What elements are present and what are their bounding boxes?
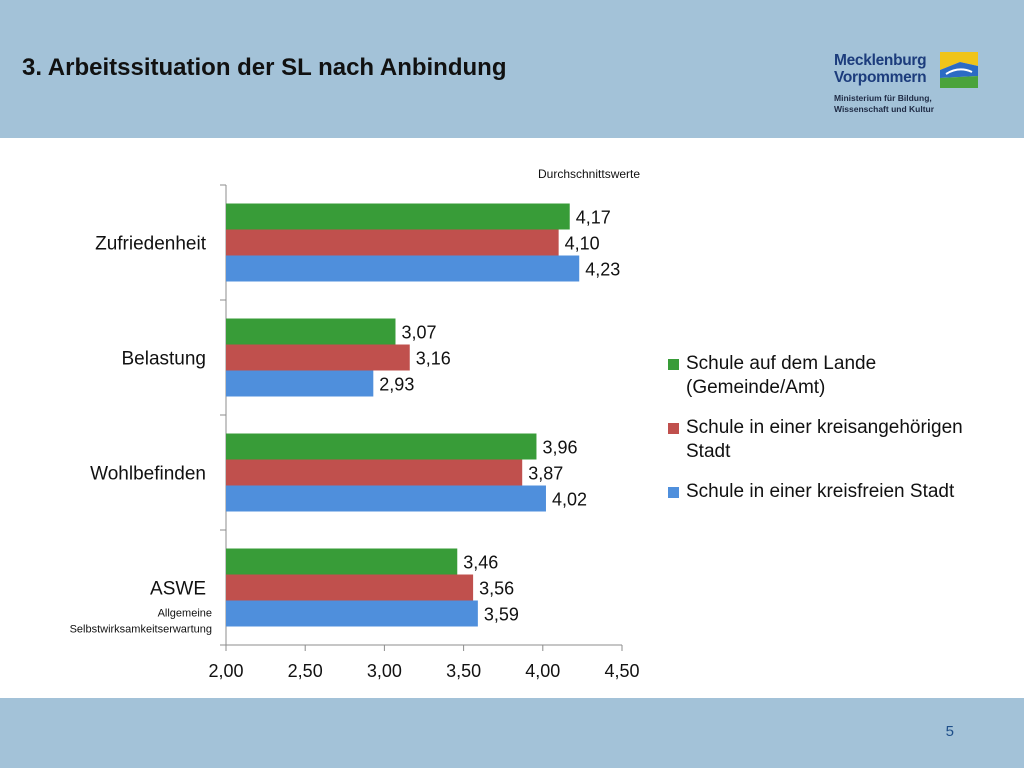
bar	[226, 485, 546, 512]
data-label: 4,17	[576, 208, 611, 228]
chart-note: Durchschnittswerte	[538, 167, 641, 181]
bar	[226, 255, 580, 282]
page-number: 5	[945, 723, 954, 740]
bar	[226, 318, 396, 345]
data-label: 4,02	[552, 490, 587, 510]
x-tick-label: 3,00	[367, 661, 402, 681]
ministry-logo: Mecklenburg Vorpommern Ministerium für B…	[834, 50, 984, 120]
chart-legend: Schule auf dem Lande (Gemeinde/Amt) Schul…	[668, 352, 968, 520]
data-label: 3,56	[479, 579, 514, 599]
bar	[226, 229, 559, 256]
bar-chart: 2,00 2,50 3,00 3,50 4,00 4,50 4,17 4,10 4,23 Zufr…	[70, 184, 640, 681]
footer-bar: 5	[0, 698, 1024, 768]
category-label: ASWE	[150, 579, 206, 600]
data-label: 4,23	[585, 260, 620, 280]
legend-item: Schule in einer kreisfreien Stadt	[668, 480, 968, 504]
data-label: 3,16	[416, 349, 451, 369]
data-label: 2,93	[379, 375, 414, 395]
bar	[226, 344, 410, 371]
logo-line-2: Vorpommern	[834, 69, 927, 86]
legend-label: Schule in einer kreisangehörigen Stadt	[686, 417, 963, 462]
bar	[226, 203, 570, 230]
x-tick-label: 3,50	[446, 661, 481, 681]
bar	[226, 600, 478, 627]
legend-item: Schule in einer kreisangehörigen Stadt	[668, 416, 968, 464]
bar	[226, 548, 458, 575]
logo-line-1: Mecklenburg	[834, 52, 927, 69]
legend-swatch	[668, 487, 679, 498]
logo-emblem-icon	[940, 52, 978, 88]
x-tick-label: 2,50	[288, 661, 323, 681]
category-sublabel: Selbstwirksamkeitserwartung	[70, 624, 212, 636]
legend-item: Schule auf dem Lande (Gemeinde/Amt)	[668, 352, 968, 400]
category-label: Zufriedenheit	[95, 234, 207, 255]
category-label: Belastung	[121, 349, 206, 370]
logo-subline-2: Wissenschaft und Kultur	[834, 104, 935, 114]
data-label: 3,87	[528, 464, 563, 484]
legend-label: Schule in einer kreisfreien Stadt	[686, 481, 955, 502]
category-sublabel: Allgemeine	[158, 608, 212, 620]
bar	[226, 370, 374, 397]
bar	[226, 433, 537, 460]
x-tick-label: 4,50	[604, 661, 639, 681]
slide-title: 3. Arbeitssituation der SL nach Anbindun…	[22, 54, 507, 81]
header-bar: 3. Arbeitssituation der SL nach Anbindun…	[0, 0, 1024, 138]
data-label: 4,10	[565, 234, 600, 254]
data-label: 3,07	[401, 323, 436, 343]
category-label: Wohlbefinden	[90, 464, 206, 485]
legend-swatch	[668, 359, 679, 370]
bar	[226, 574, 474, 601]
data-label: 3,46	[463, 553, 498, 573]
data-label: 3,59	[484, 605, 519, 625]
logo-subline-1: Ministerium für Bildung,	[834, 93, 932, 103]
data-label: 3,96	[542, 438, 577, 458]
legend-label: Schule auf dem Lande (Gemeinde/Amt)	[686, 353, 877, 398]
legend-swatch	[668, 423, 679, 434]
x-tick-label: 4,00	[525, 661, 560, 681]
x-tick-label: 2,00	[208, 661, 243, 681]
bar	[226, 459, 523, 486]
